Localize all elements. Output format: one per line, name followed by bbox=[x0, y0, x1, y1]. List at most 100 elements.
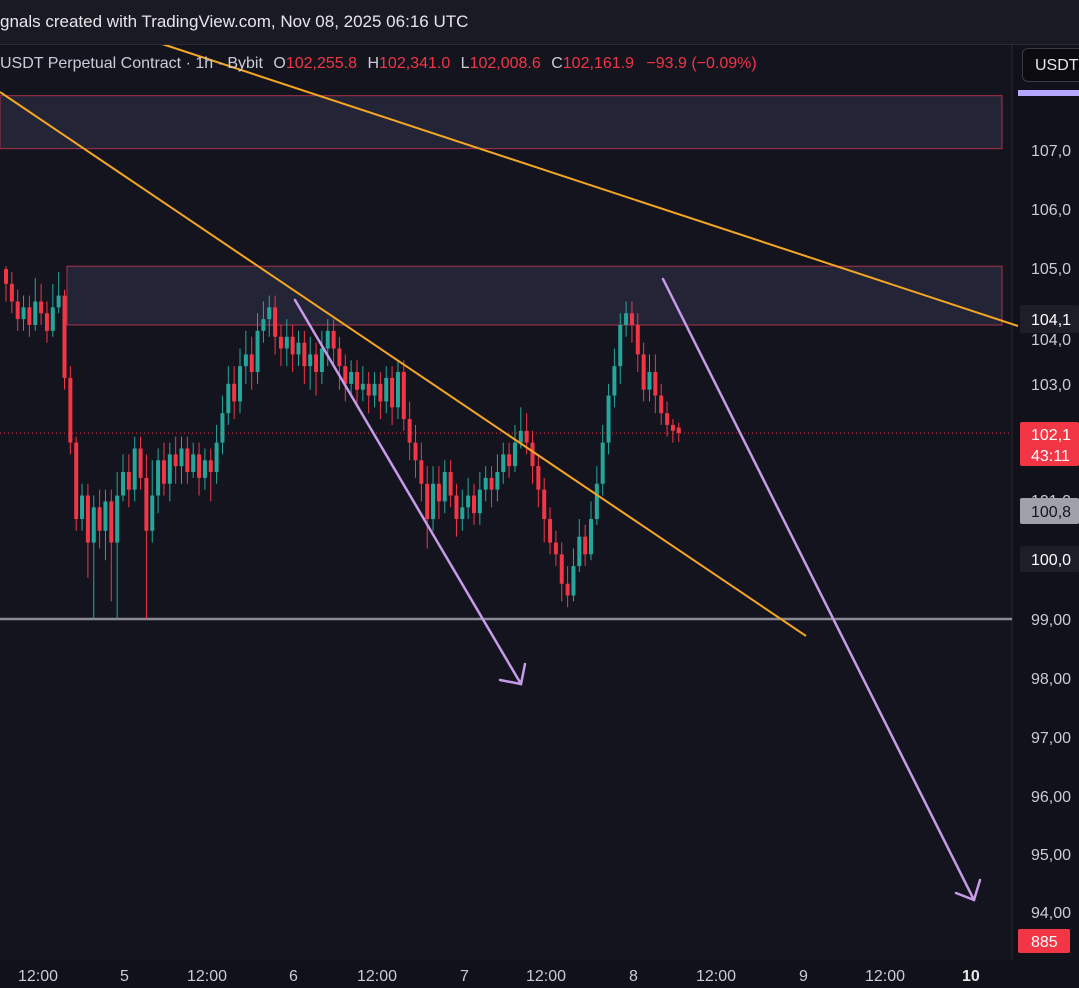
candle-body bbox=[255, 330, 260, 373]
candle-body bbox=[647, 372, 652, 390]
price-axis-range-marker bbox=[1018, 90, 1079, 96]
candle-body bbox=[226, 383, 231, 414]
low-label: L bbox=[460, 55, 470, 72]
candle-body bbox=[624, 313, 629, 325]
candle-body bbox=[489, 477, 494, 490]
arrow-long-shaft[interactable] bbox=[661, 277, 976, 902]
candle-body bbox=[21, 307, 26, 320]
candle-body bbox=[670, 424, 675, 431]
candle-body bbox=[589, 519, 593, 555]
candle-body bbox=[214, 442, 219, 472]
supply-zone-1[interactable] bbox=[0, 95, 1003, 150]
candle-body bbox=[606, 395, 611, 443]
candle-body bbox=[33, 301, 38, 325]
candle-body bbox=[138, 448, 143, 478]
candle-body bbox=[548, 519, 553, 543]
candle-body bbox=[553, 542, 558, 555]
candle-body bbox=[518, 430, 523, 443]
candle-body bbox=[9, 283, 14, 302]
candle-body bbox=[501, 454, 506, 472]
candle-body bbox=[4, 269, 8, 284]
candle-body bbox=[629, 313, 634, 325]
candle-body bbox=[50, 307, 55, 331]
candle-body bbox=[202, 460, 207, 478]
candle-body bbox=[594, 483, 599, 520]
candle-body bbox=[653, 372, 658, 396]
candle-body bbox=[56, 295, 61, 308]
candle-body bbox=[308, 354, 313, 367]
open-value: 102,255.8 bbox=[285, 55, 358, 72]
candle-body bbox=[349, 372, 354, 384]
price-tick-label: 98,00 bbox=[1031, 671, 1071, 688]
candle-body bbox=[97, 507, 102, 531]
candle-body bbox=[296, 342, 301, 355]
candle-body bbox=[68, 377, 73, 443]
candle-body bbox=[360, 383, 365, 390]
time-tick-label: 6 bbox=[289, 968, 298, 985]
candle-body bbox=[331, 330, 336, 349]
price-badge-bg bbox=[1018, 929, 1070, 953]
arrow-long-head bbox=[954, 878, 982, 902]
trendline-upper[interactable] bbox=[149, 39, 1019, 327]
price-badge-bg bbox=[1020, 546, 1079, 572]
supply-zone-2[interactable] bbox=[66, 265, 1003, 326]
candle-body bbox=[583, 536, 588, 555]
candle-body bbox=[507, 454, 512, 467]
trendline-lower[interactable] bbox=[0, 91, 807, 637]
price-tick-label: 106,0 bbox=[1031, 202, 1071, 219]
price-tick-label-hidden: 104,0 bbox=[1031, 332, 1071, 349]
arrow-short-shaft[interactable] bbox=[293, 298, 523, 686]
price-badge-label: 104,1 bbox=[1031, 312, 1071, 329]
time-tick-label: 7 bbox=[460, 968, 469, 985]
candle-body bbox=[319, 348, 324, 373]
candle-body bbox=[600, 442, 605, 484]
price-badge-label: 43:11 bbox=[1031, 448, 1070, 465]
candle-body bbox=[495, 472, 500, 490]
candle-body bbox=[115, 495, 120, 543]
currency-button[interactable]: USDT bbox=[1022, 48, 1079, 82]
candle-body bbox=[483, 477, 488, 490]
candle-body bbox=[659, 395, 664, 414]
candle-body bbox=[126, 472, 131, 490]
time-tick-label: 12:00 bbox=[187, 968, 227, 985]
candle-body bbox=[208, 460, 213, 472]
candle-body bbox=[191, 454, 196, 472]
candle-body bbox=[243, 354, 248, 367]
candle-body bbox=[577, 536, 582, 567]
low-value: 102,008.6 bbox=[469, 55, 541, 72]
arrow-short-head bbox=[498, 662, 527, 686]
candle-body bbox=[366, 383, 371, 396]
symbol-label: USDT Perpetual Contract · 1h · Bybit bbox=[0, 55, 263, 72]
chart-title: gnals created with TradingView.com, Nov … bbox=[0, 12, 469, 31]
change-value: −93.9 (−0.09%) bbox=[646, 55, 757, 72]
candle-body bbox=[542, 489, 547, 520]
candle-body bbox=[355, 372, 359, 390]
candle-body bbox=[343, 366, 348, 384]
candle-body bbox=[559, 554, 564, 584]
candle-body bbox=[466, 495, 471, 508]
price-badge-label: 100,8 bbox=[1031, 504, 1071, 521]
candle-body bbox=[220, 413, 225, 443]
candle-body bbox=[477, 489, 482, 514]
high-value: 102,341.0 bbox=[379, 55, 451, 72]
time-tick-label: 12:00 bbox=[18, 968, 58, 985]
candle-body bbox=[314, 354, 319, 373]
candle-body bbox=[249, 354, 254, 373]
candle-body bbox=[395, 372, 400, 408]
candle-body bbox=[337, 348, 342, 367]
candle-body bbox=[618, 325, 623, 367]
price-tick-label: 107,0 bbox=[1031, 143, 1071, 160]
candle-body bbox=[185, 448, 190, 472]
candle-body bbox=[425, 483, 430, 520]
price-tick-label: 103,0 bbox=[1031, 377, 1071, 394]
price-tick-label: 97,00 bbox=[1031, 730, 1071, 747]
candle-body bbox=[442, 472, 447, 502]
time-tick-label: 9 bbox=[799, 968, 808, 985]
candle-body bbox=[448, 472, 453, 496]
time-tick-label: 12:00 bbox=[357, 968, 397, 985]
candle-body bbox=[167, 454, 172, 484]
price-badge-bg bbox=[1020, 422, 1079, 446]
candle-body bbox=[62, 295, 67, 378]
price-badge-bg bbox=[1020, 305, 1079, 333]
